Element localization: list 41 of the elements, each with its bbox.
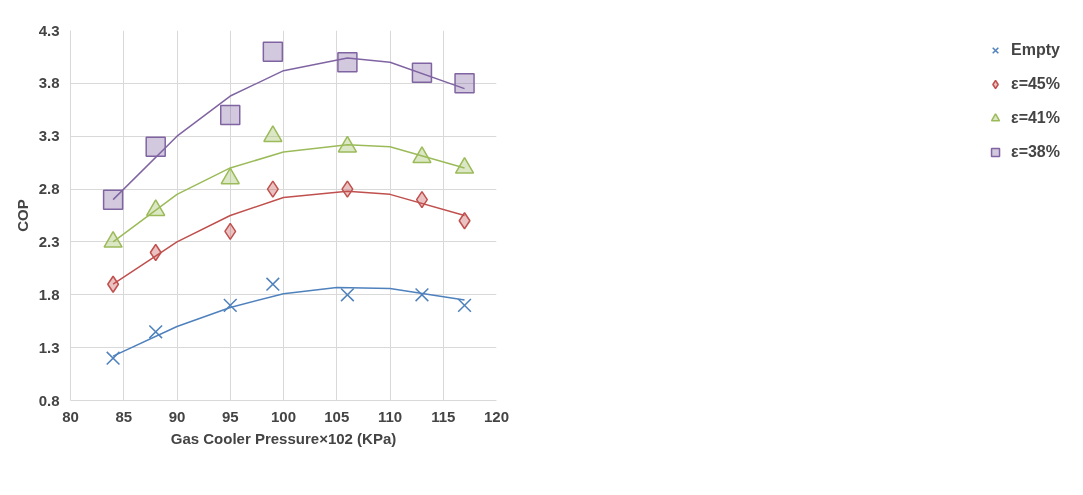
x-tick-label: 85 [115,407,133,425]
point [457,298,472,313]
point [223,298,238,313]
x-tick-label: 105 [324,407,350,425]
point [458,212,471,230]
legend-label: ε=41% [1011,109,1060,127]
y-axis-title: COP [13,199,31,232]
y-tick-label: 0.8 [38,391,60,409]
point [341,180,354,198]
point [148,324,163,339]
legend-label: ε=38% [1011,143,1060,161]
point [220,104,241,126]
point [107,275,120,293]
y-tick-label: 3.8 [38,74,60,92]
point [262,41,284,62]
x-tick-label: 80 [62,407,79,425]
point [454,73,475,94]
x-tick-label: 115 [431,407,456,425]
point [266,180,279,198]
x-tick-label: 95 [221,407,239,425]
y-tick-label: 1.8 [38,285,60,303]
x-tick-label: 120 [483,407,510,425]
point [337,51,358,73]
legend-label: ε=45% [1011,75,1060,93]
point [265,277,280,292]
y-tick-label: 1.3 [38,338,60,356]
point [415,190,429,209]
y-tick-label: 2.8 [38,180,60,198]
legend-label: Empty [1011,41,1060,59]
y-tick-label: 2.3 [38,232,60,250]
x-tick-label: 110 [377,407,403,425]
point [340,287,355,302]
x-tick-label: 100 [270,407,297,425]
point [105,351,121,366]
point [145,136,166,158]
y-tick-label: 3.3 [38,127,60,145]
x-tick-label: 90 [168,407,186,425]
point [102,189,124,210]
point [414,287,430,302]
x-axis-title: Gas Cooler Pressure×102 (KPa) [170,429,397,447]
y-tick-label: 4.3 [38,21,60,39]
